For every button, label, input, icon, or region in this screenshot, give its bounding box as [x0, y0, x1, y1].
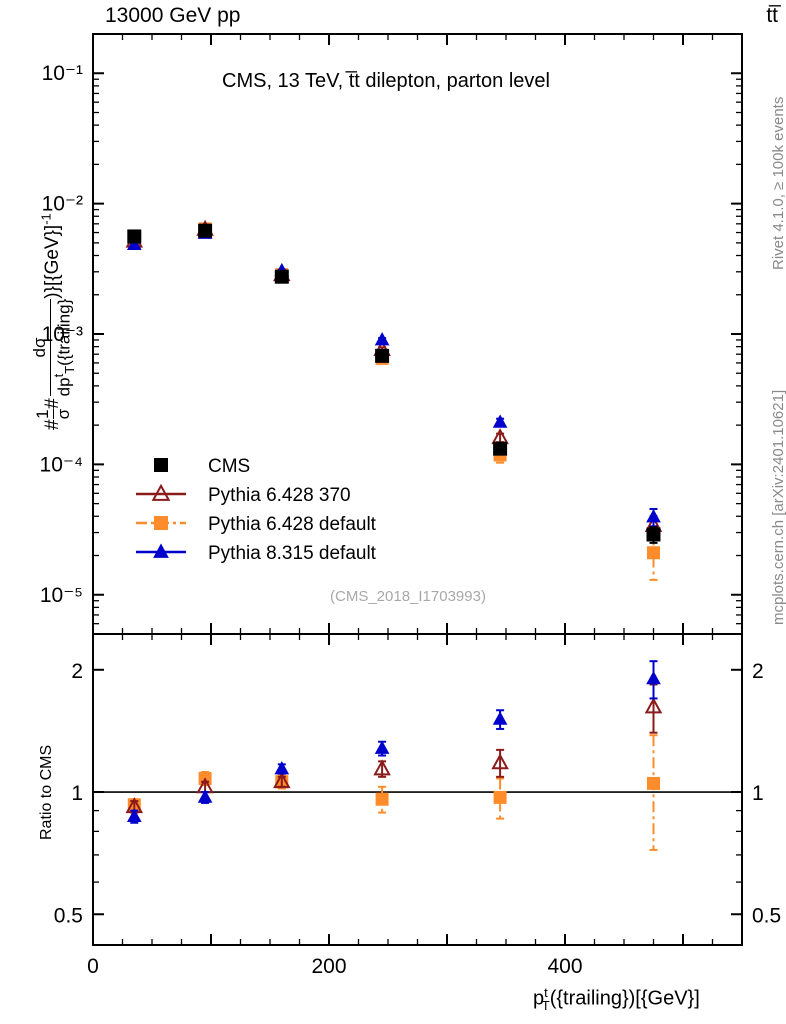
y-tick-label-ratio: 0.5 — [54, 904, 83, 927]
y-tick-label-ratio-right: 2 — [752, 660, 764, 683]
process-label: tt̅ — [766, 4, 778, 27]
x-label-rest: ({trailing})[{GeV}] — [549, 987, 700, 1010]
legend-label-2: Pythia 6.428 default — [208, 514, 377, 535]
y-axis-label-ratio: Ratio to CMS — [38, 744, 55, 840]
y-tick-label-main: 10⁻⁵ — [40, 584, 83, 607]
x-label-p: p — [533, 987, 545, 1010]
ratio-p6-default-marker — [375, 792, 389, 806]
cms-data-marker — [375, 348, 390, 363]
cms-data-marker — [493, 441, 508, 456]
legend-marker-1 — [151, 483, 171, 501]
p8-default-marker — [492, 414, 508, 428]
ratio-p6-370-marker — [491, 753, 509, 770]
ratio-p6-370-marker — [373, 759, 391, 776]
ratio-p8-default-marker — [126, 808, 142, 822]
legend-label-1: Pythia 6.428 370 — [208, 485, 351, 506]
y-tick-label-ratio: 1 — [71, 782, 83, 805]
ratio-p8-default-marker — [374, 740, 390, 754]
y-tick-label-main: 10⁻² — [42, 193, 83, 216]
ratio-panel-frame — [92, 633, 743, 946]
legend-label-0: CMS — [208, 456, 250, 477]
ratio-p6-default-marker — [493, 790, 507, 804]
x-axis-label: ptT({trailing})[{GeV}] — [533, 985, 700, 1013]
legend-marker-2 — [154, 516, 168, 530]
y-tick-label-main: 10⁻³ — [42, 323, 83, 346]
y-axis-label-main: # 1 σ # dσ dptT({trailing})}[{GeV}]-1 — [30, 213, 78, 430]
rivet-version-label: Rivet 4.1.0, ≥ 100k events — [770, 96, 786, 270]
x-tick-label: 0 — [87, 955, 99, 978]
ratio-p8-default-marker — [646, 670, 661, 685]
analysis-id-watermark: (CMS_2018_I1703993) — [330, 588, 486, 605]
ratio-p8-default-marker — [197, 789, 213, 803]
y-tick-label-ratio-right: 1 — [752, 782, 764, 805]
p8-default-marker — [646, 509, 661, 523]
cms-data-marker — [274, 269, 289, 284]
y-tick-label-ratio: 2 — [71, 660, 83, 683]
legend-marker-0 — [154, 458, 168, 472]
p6-default-marker — [647, 546, 660, 560]
mcplots-reference-label: mcplots.cern.ch [arXiv:2401.10621] — [770, 389, 786, 625]
x-label-sup: t — [544, 985, 548, 1000]
p8-default-marker — [126, 236, 142, 251]
x-label-sub: T — [541, 997, 550, 1013]
plot-title: CMS, 13 TeV, t̅t dilepton, parton level — [222, 70, 550, 92]
ratio-p6-370-marker — [644, 697, 663, 714]
cms-data-marker — [127, 229, 142, 244]
ratio-p8-default-marker — [492, 711, 508, 725]
y-tick-label-ratio-right: 0.5 — [752, 904, 781, 927]
beam-energy-label: 13000 GeV pp — [105, 4, 241, 27]
p8-default-marker — [374, 332, 390, 346]
cms-data-marker — [198, 223, 213, 238]
ratio-p8-default-marker — [274, 760, 290, 775]
ratio-p6-370-marker — [273, 772, 291, 789]
x-tick-label: 200 — [311, 955, 346, 978]
x-tick-label: 400 — [547, 955, 582, 978]
y-tick-label-main: 10⁻⁴ — [40, 453, 83, 476]
legend-label-3: Pythia 8.315 default — [208, 543, 377, 564]
cms-data-marker — [646, 527, 661, 542]
y-tick-label-main: 10⁻¹ — [42, 62, 83, 85]
main-panel-frame — [92, 33, 743, 635]
legend-marker-3 — [153, 543, 169, 558]
ratio-p6-default-marker — [647, 776, 660, 790]
